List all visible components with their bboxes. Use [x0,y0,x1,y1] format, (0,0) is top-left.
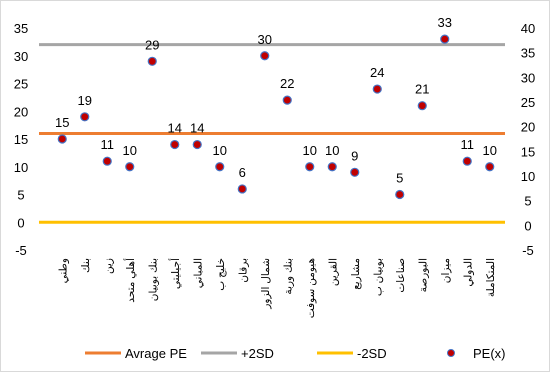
x-tick-label: المتكاملة [485,258,497,297]
x-tick-label: مشاريع [350,258,362,290]
data-label: 22 [280,76,294,91]
data-point [462,156,472,166]
x-tick-label: خليج ب [215,258,227,291]
x-tick-label: ميزان [440,258,452,284]
x-tick-label: برقان [237,258,249,283]
data-label: 19 [78,93,92,108]
x-tick-label: المباني [192,258,204,288]
data-point [260,51,270,61]
data-label: 29 [145,37,159,52]
y-tick-label: 0 [17,215,24,230]
y2-tick-label: -5 [522,243,534,258]
data-label: 14 [168,121,182,136]
x-tick-label: بنك وربة [282,258,294,295]
data-point [80,112,90,122]
x-tick-label: شمال الزور [260,258,272,310]
y2-tick-label: 5 [524,194,531,209]
legend-item: -2SD [317,346,387,361]
data-point [125,162,135,172]
data-points [57,34,495,200]
data-label: 5 [396,171,403,186]
y2-tick-label: 35 [521,46,535,61]
x-tick-label: الدولي [462,258,474,287]
data-point [282,95,292,105]
data-point [485,162,495,172]
x-tick-label: أهلي متحد [123,258,137,303]
y2-tick-label: 10 [521,169,535,184]
data-point [192,139,202,150]
x-tick-label: هيومن سوفت [305,258,317,319]
data-label: 21 [415,82,429,97]
legend: Avrage PE +2SD -2SD PE(x) [85,346,506,361]
legend-label: Avrage PE [125,346,187,361]
data-label: 30 [258,32,272,47]
y-tick-label: 25 [14,77,28,92]
data-point [237,184,247,194]
data-label: 11 [101,137,115,152]
legend-item: Avrage PE [85,346,187,361]
data-point [417,101,427,111]
legend-swatch [447,349,455,357]
data-point [395,189,405,200]
y2-tick-label: 15 [521,144,535,159]
y2-tick-label: 20 [521,120,535,135]
data-label: 10 [325,143,339,158]
x-axis: وطني بنك زين أهلي متحد بنك بوبيان أجيليتي المب… [57,258,497,319]
y-tick-label: 20 [14,104,28,119]
x-tick-label: بوبيان ب [372,258,384,296]
y2-tick-label: 30 [521,70,535,85]
reference-lines [39,43,505,224]
data-point [372,84,382,94]
data-point [215,162,225,172]
y-tick-label: 10 [14,160,28,175]
y2-tick-label: 0 [524,218,531,233]
data-point [350,167,360,177]
data-labels: 15 19 11 10 29 14 14 10 6 30 22 10 10 9 24 5 21 33 11 10 [55,15,497,185]
y-tick-label: 15 [14,132,28,147]
data-point [305,162,315,172]
x-tick-label: صناعات [395,258,407,293]
legend-item: PE(x) [447,346,506,361]
data-point [147,56,157,66]
data-label: 10 [303,143,317,158]
x-tick-label: القرين [327,258,339,286]
data-label: 11 [461,137,475,152]
data-point [327,162,337,172]
data-label: 10 [483,143,497,158]
y-tick-label: 35 [14,21,28,36]
data-label: 10 [123,143,137,158]
data-point [440,34,450,44]
data-point [102,156,112,166]
y2-tick-label: 25 [521,95,535,110]
y-tick-label: 5 [17,188,24,203]
y2-tick-label: 40 [521,21,535,36]
y-tick-label: -5 [15,243,27,258]
legend-label: -2SD [357,346,387,361]
data-label: 15 [55,115,69,130]
x-tick-label: البورصة [417,258,429,292]
data-point [170,139,180,150]
y-axis-left: -5 0 5 10 15 20 25 30 35 [14,21,28,258]
data-label: 6 [239,165,246,180]
legend-item: +2SD [201,346,274,361]
x-tick-label: بنك بوبيان [147,258,159,301]
y-axis-right: -5 0 5 10 15 20 25 30 35 40 [521,21,535,258]
legend-label: +2SD [241,346,274,361]
x-tick-label: زين [102,258,114,274]
data-point [57,134,67,144]
data-label: 33 [438,15,452,30]
x-tick-label: أجيليتي [168,258,182,289]
data-label: 10 [213,143,227,158]
x-tick-label: بنك [80,258,92,273]
x-tick-label: وطني [57,258,69,283]
legend-label: PE(x) [473,346,506,361]
data-label: 24 [370,65,384,80]
data-label: 14 [190,121,204,136]
y-tick-label: 30 [14,49,28,64]
data-label: 9 [351,148,358,163]
